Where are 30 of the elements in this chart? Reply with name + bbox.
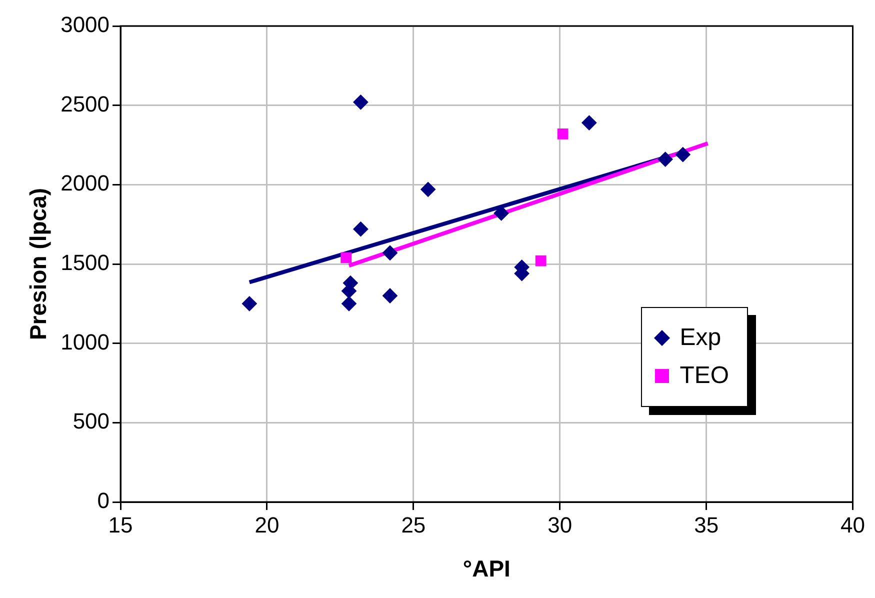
x-tick-label: 20	[254, 512, 280, 538]
y-tick-label: 3000	[60, 12, 110, 38]
y-tick-label: 0	[97, 488, 110, 514]
y-axis-title: Presion (lpca)	[25, 188, 52, 340]
point	[242, 296, 257, 312]
point	[382, 288, 398, 304]
point	[658, 152, 673, 167]
x-tick-label: 30	[548, 512, 572, 538]
point	[675, 147, 690, 162]
y-tick-label: 500	[72, 408, 110, 434]
x-tick-label: 35	[694, 512, 719, 538]
y-tick-label: 2000	[60, 170, 110, 196]
point	[382, 245, 398, 260]
x-tick-label: 40	[840, 512, 866, 538]
point	[340, 252, 352, 264]
point	[353, 222, 368, 237]
x-axis-title: °API	[462, 556, 510, 582]
y-tick-label: 2500	[60, 91, 110, 116]
point	[582, 115, 597, 130]
legend-label: TEO	[680, 362, 730, 390]
point	[420, 182, 436, 197]
x-tick-label: 15	[108, 512, 133, 538]
y-tick-label: 1000	[60, 329, 110, 354]
point	[535, 255, 546, 266]
y-tick-label: 1500	[60, 250, 110, 276]
x-tick-label: 25	[401, 512, 426, 538]
legend-label: Exp	[680, 324, 722, 352]
point	[353, 94, 368, 110]
point	[341, 296, 356, 312]
point	[557, 128, 568, 140]
